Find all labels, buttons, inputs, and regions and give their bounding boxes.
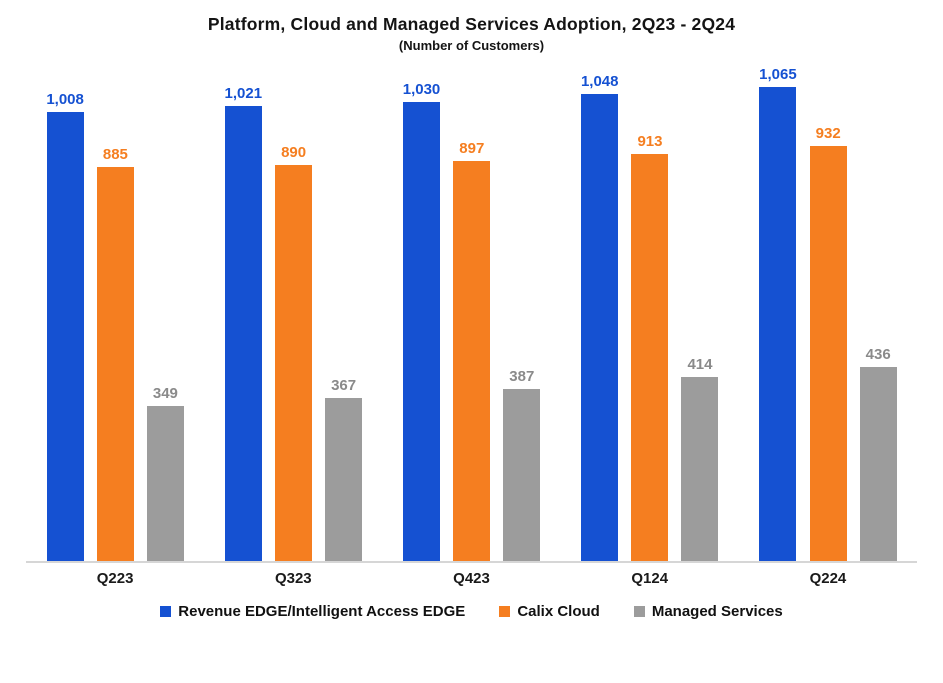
bar-calix-cloud-q323	[275, 165, 313, 561]
bar-value-label: 1,065	[759, 66, 797, 83]
bar-col-calix-cloud-q423: 897	[453, 140, 491, 561]
x-axis-label-q124: Q124	[631, 570, 669, 587]
plot-area: 1,008 885 349 1,021 890 367 1,030 897 387 1,048 91…	[26, 61, 917, 563]
bar-value-label: 1,030	[402, 81, 441, 98]
bar-revenue-edge-intelligent-access-edge-q224	[759, 87, 797, 561]
bar-value-label: 1,021	[224, 85, 263, 102]
bar-col-managed-services-q124: 414	[681, 356, 719, 561]
bar-group-q223: 1,008 885 349	[26, 61, 204, 561]
bar-col-revenue-edge-intelligent-access-edge-q423: 1,030	[402, 81, 441, 561]
bar-value-label: 349	[152, 385, 178, 402]
bar-col-managed-services-q224: 436	[859, 346, 897, 561]
x-axis-label-q224: Q224	[809, 570, 847, 587]
bar-value-label: 414	[687, 356, 713, 373]
bar-revenue-edge-intelligent-access-edge-q223	[46, 112, 84, 561]
bar-value-label: 897	[459, 140, 485, 157]
bar-group-q224: 1,065 932 436	[739, 61, 917, 561]
bar-col-revenue-edge-intelligent-access-edge-q323: 1,021	[224, 85, 263, 561]
bar-calix-cloud-q224	[809, 146, 847, 561]
bar-col-revenue-edge-intelligent-access-edge-q223: 1,008	[46, 91, 84, 561]
bar-col-revenue-edge-intelligent-access-edge-q124: 1,048	[580, 73, 619, 561]
bar-managed-services-q224	[859, 367, 897, 561]
bar-value-label: 387	[509, 368, 535, 385]
legend-label: Managed Services	[651, 603, 783, 620]
bar-col-calix-cloud-q224: 932	[809, 125, 847, 561]
x-axis-labels: Q223 Q323 Q423 Q124 Q224	[26, 570, 917, 587]
bar-col-calix-cloud-q323: 890	[275, 144, 313, 561]
bar-col-managed-services-q223: 349	[146, 385, 184, 561]
legend-swatch-icon	[633, 606, 645, 617]
bar-value-label: 913	[637, 133, 663, 150]
bar-managed-services-q423	[503, 389, 541, 561]
bar-value-label: 1,008	[46, 91, 84, 108]
bar-group-q423: 1,030 897 387	[382, 61, 560, 561]
bar-col-managed-services-q423: 387	[503, 368, 541, 561]
x-axis-label-q223: Q223	[96, 570, 134, 587]
x-axis-label-q423: Q423	[453, 570, 490, 587]
bar-calix-cloud-q423	[453, 161, 491, 561]
bar-value-label: 367	[331, 377, 357, 394]
bar-revenue-edge-intelligent-access-edge-q323	[224, 106, 262, 561]
bar-col-calix-cloud-q124: 913	[631, 133, 669, 561]
legend-item-revenue-edge-intelligent-access-edge: Revenue EDGE/Intelligent Access EDGE	[160, 603, 465, 620]
bar-managed-services-q323	[325, 398, 363, 561]
legend-swatch-icon	[499, 606, 511, 617]
chart-title: Platform, Cloud and Managed Services Ado…	[207, 14, 736, 34]
legend-item-calix-cloud: Calix Cloud	[499, 603, 600, 620]
bar-calix-cloud-q124	[631, 154, 669, 561]
bar-value-label: 932	[815, 125, 841, 142]
bar-value-label: 1,048	[580, 73, 619, 90]
bar-group-q124: 1,048 913 414	[561, 61, 739, 561]
bar-managed-services-q124	[681, 377, 719, 561]
legend: Revenue EDGE/Intelligent Access EDGE Cali…	[0, 603, 943, 620]
bar-group-q323: 1,021 890 367	[204, 61, 382, 561]
bar-col-calix-cloud-q223: 885	[96, 146, 134, 561]
bar-value-label: 885	[102, 146, 128, 163]
bar-value-label: 890	[281, 144, 307, 161]
legend-item-managed-services: Managed Services	[633, 603, 783, 620]
legend-label: Calix Cloud	[517, 603, 600, 620]
bar-col-revenue-edge-intelligent-access-edge-q224: 1,065	[759, 66, 797, 561]
bar-revenue-edge-intelligent-access-edge-q124	[581, 94, 619, 561]
chart-subtitle: (Number of Customers)	[398, 38, 545, 53]
x-axis-label-q323: Q323	[274, 570, 312, 587]
legend-label: Revenue EDGE/Intelligent Access EDGE	[178, 603, 466, 620]
bar-calix-cloud-q223	[96, 167, 134, 561]
bar-col-managed-services-q323: 367	[325, 377, 363, 561]
bar-value-label: 436	[865, 346, 891, 363]
bar-managed-services-q223	[146, 406, 184, 561]
legend-swatch-icon	[160, 606, 172, 617]
bar-revenue-edge-intelligent-access-edge-q423	[403, 102, 440, 561]
